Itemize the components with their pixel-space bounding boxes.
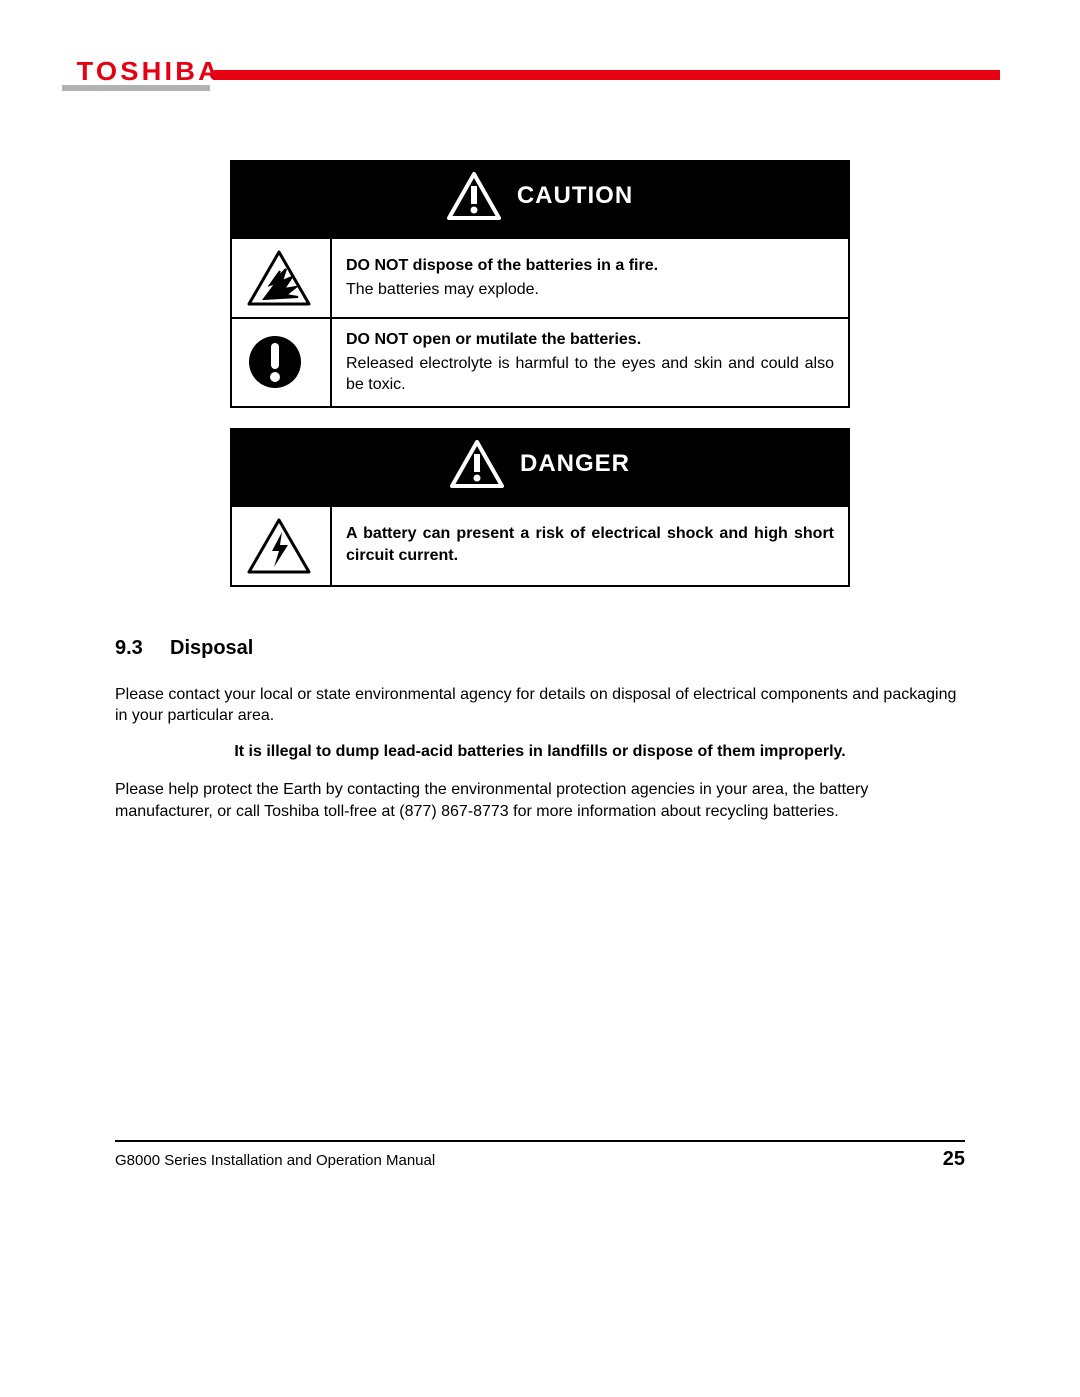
caution-text-cell: DO NOT open or mutilate the batteries. R… <box>331 318 849 407</box>
warning-triangle-icon <box>447 172 501 220</box>
body-paragraph: Please help protect the Earth by contact… <box>115 779 965 822</box>
header-grey-bar <box>62 85 210 91</box>
body-paragraph: Please contact your local or state envir… <box>115 684 965 727</box>
content-area: CAUTION DO NOT disp <box>115 160 965 838</box>
footer-doc-title: G8000 Series Installation and Operation … <box>115 1152 435 1169</box>
danger-table: DANGER A battery can present a risk of e… <box>230 428 850 587</box>
caution-text-cell: DO NOT dispose of the batteries in a fir… <box>331 238 849 318</box>
danger-text-cell: A battery can present a risk of electric… <box>331 506 849 586</box>
section-title: Disposal <box>170 637 253 659</box>
page: TOSHIBA CAUTION <box>0 0 1080 1397</box>
danger-bold: A battery can present a risk of electric… <box>346 523 834 566</box>
section-heading: 9.3Disposal <box>115 637 965 660</box>
shock-triangle-icon <box>246 517 316 575</box>
footer-page-number: 25 <box>943 1148 965 1171</box>
caution-title: CAUTION <box>517 182 633 210</box>
header-red-bar <box>210 70 1000 80</box>
caution-bold: DO NOT dispose of the batteries in a fir… <box>346 255 834 277</box>
caution-row: DO NOT dispose of the batteries in a fir… <box>231 238 849 318</box>
caution-row: DO NOT open or mutilate the batteries. R… <box>231 318 849 407</box>
section-number: 9.3 <box>115 637 170 660</box>
exclamation-circle-icon <box>246 333 316 391</box>
danger-title: DANGER <box>520 450 630 478</box>
caution-body: Released electrolyte is harmful to the e… <box>346 355 834 394</box>
caution-bold: DO NOT open or mutilate the batteries. <box>346 329 834 351</box>
brand-logo: TOSHIBA <box>77 56 221 87</box>
warning-triangle-icon <box>450 440 504 488</box>
footer-rule <box>115 1140 965 1142</box>
explosion-triangle-icon <box>246 249 316 307</box>
caution-header: CAUTION <box>231 161 849 238</box>
caution-body: The batteries may explode. <box>346 281 539 298</box>
danger-header: DANGER <box>231 429 849 506</box>
danger-row: A battery can present a risk of electric… <box>231 506 849 586</box>
caution-table: CAUTION DO NOT disp <box>230 160 850 408</box>
body-bold-center: It is illegal to dump lead-acid batterie… <box>115 743 965 761</box>
